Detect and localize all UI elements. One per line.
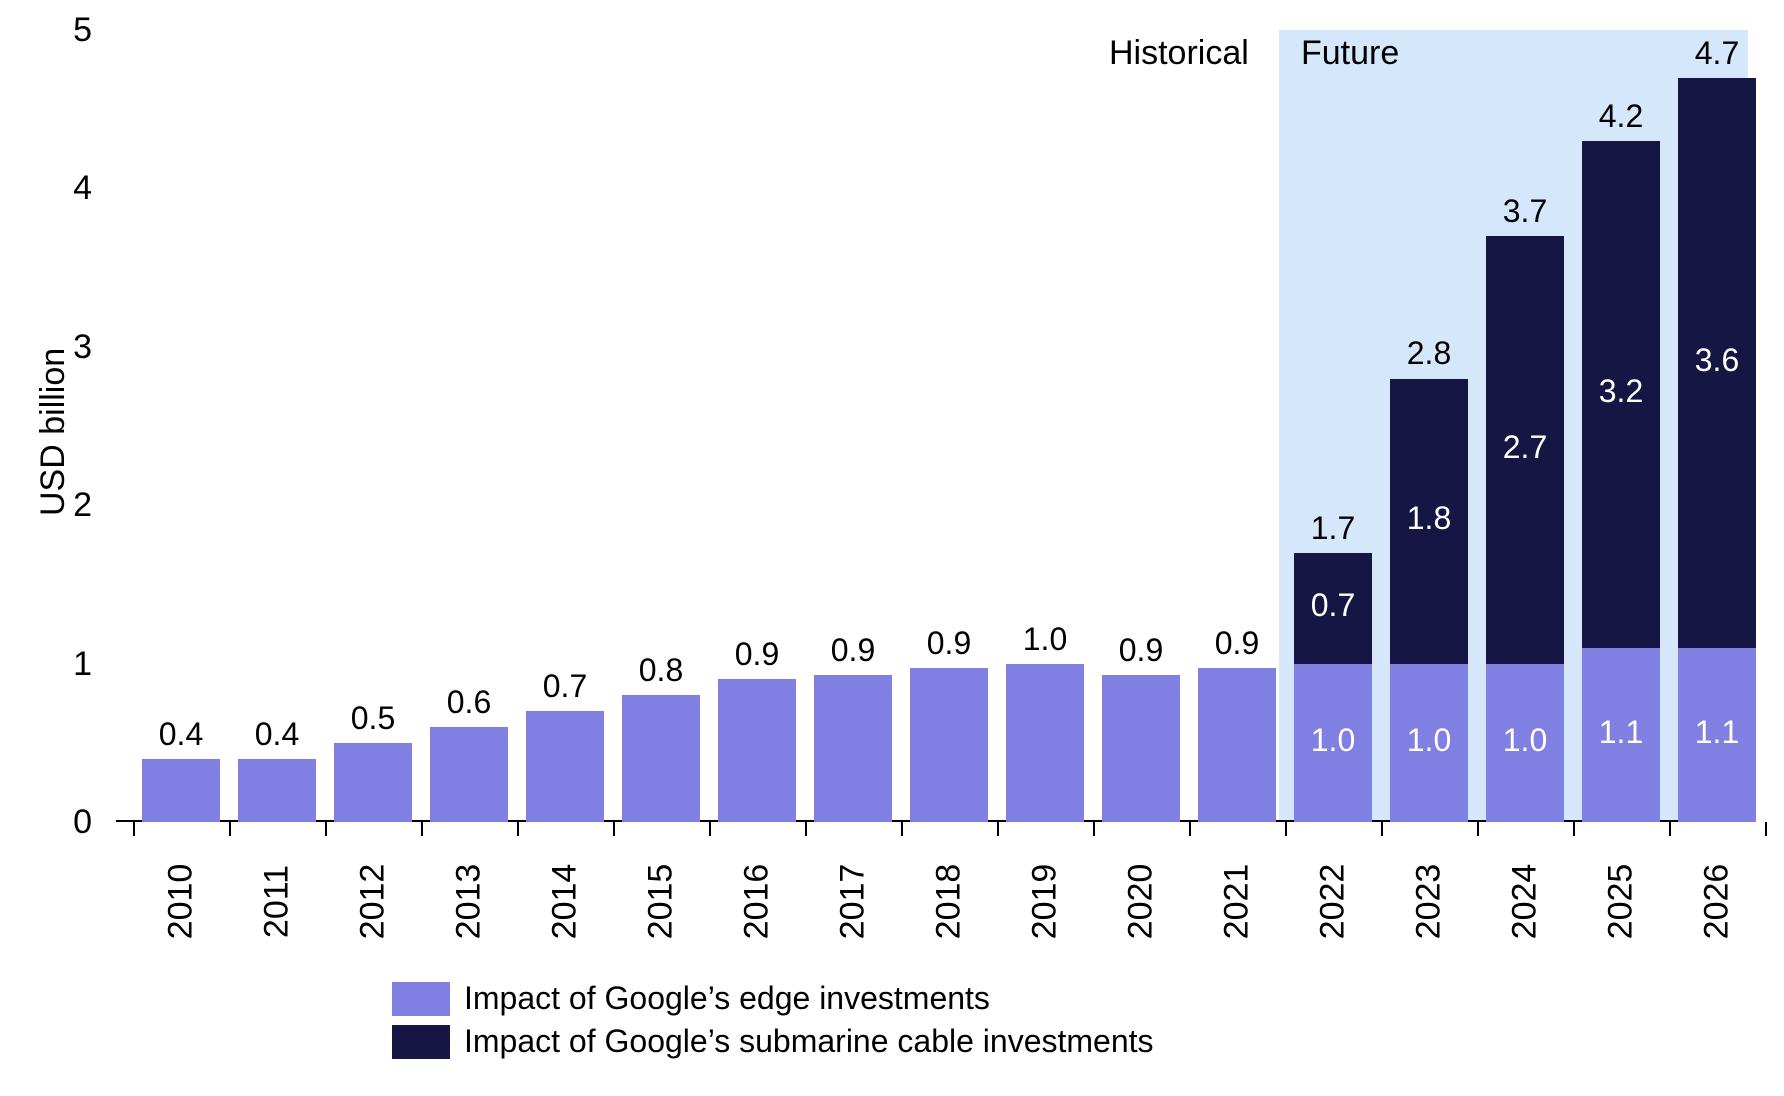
x-tick <box>1669 822 1671 836</box>
bar-segment-edge <box>1006 664 1084 822</box>
bar-total-label: 0.5 <box>334 700 412 737</box>
legend-item: Impact of Google’s edge investments <box>392 980 1154 1017</box>
bar-segment-edge <box>142 759 220 822</box>
x-tick <box>805 822 807 836</box>
x-category-label: 2012 <box>354 852 393 952</box>
x-category-label: 2016 <box>738 852 777 952</box>
bar-segment-cable <box>1678 78 1756 648</box>
plot-area: 0.40.40.50.60.70.80.90.90.91.00.90.91.00… <box>116 30 1748 822</box>
x-category-label: 2011 <box>258 852 297 952</box>
x-tick <box>1093 822 1095 836</box>
legend: Impact of Google’s edge investments Impac… <box>392 980 1154 1060</box>
bar-total-label: 0.8 <box>622 652 700 689</box>
bar-total-label: 0.9 <box>718 636 796 673</box>
bar-total-label: 0.9 <box>910 625 988 662</box>
bar-total-label: 0.7 <box>526 668 604 705</box>
x-category-label: 2026 <box>1698 852 1737 952</box>
x-category-label: 2024 <box>1506 852 1545 952</box>
y-tick-label: 5 <box>32 11 92 50</box>
x-tick <box>709 822 711 836</box>
bar-segment-cable <box>1294 553 1372 664</box>
x-category-label: 2022 <box>1314 852 1353 952</box>
x-tick <box>517 822 519 836</box>
x-category-label: 2014 <box>546 852 585 952</box>
y-tick-label: 3 <box>32 328 92 367</box>
x-tick <box>1189 822 1191 836</box>
bar-segment-edge <box>1294 664 1372 822</box>
bar-segment-edge <box>1198 668 1276 822</box>
x-tick <box>1765 822 1767 836</box>
historical-label: Historical <box>1109 34 1249 73</box>
x-tick <box>901 822 903 836</box>
bar-total-label: 0.6 <box>430 684 508 721</box>
x-category-label: 2015 <box>642 852 681 952</box>
x-category-label: 2021 <box>1218 852 1257 952</box>
x-tick <box>133 822 135 836</box>
bar-total-label: 0.9 <box>814 632 892 669</box>
y-tick-label: 0 <box>32 803 92 842</box>
x-category-label: 2017 <box>834 852 873 952</box>
bar-total-label: 0.4 <box>238 716 316 753</box>
bar-segment-cable <box>1390 379 1468 664</box>
bar-segment-edge <box>1102 675 1180 822</box>
future-label: Future <box>1301 34 1399 73</box>
x-category-label: 2018 <box>930 852 969 952</box>
legend-swatch <box>392 1025 450 1059</box>
y-tick-label: 1 <box>32 645 92 684</box>
x-tick <box>1477 822 1479 836</box>
bar-segment-edge <box>1486 664 1564 822</box>
x-category-label: 2025 <box>1602 852 1641 952</box>
bar-segment-edge <box>1582 648 1660 822</box>
x-tick <box>421 822 423 836</box>
legend-label: Impact of Google’s edge investments <box>464 980 990 1017</box>
y-tick-label: 4 <box>32 169 92 208</box>
bar-segment-edge <box>622 695 700 822</box>
bar-total-label: 1.0 <box>1006 621 1084 658</box>
x-category-label: 2013 <box>450 852 489 952</box>
bar-segment-edge <box>910 668 988 822</box>
x-tick <box>997 822 999 836</box>
x-tick <box>1573 822 1575 836</box>
chart-root: 0.40.40.50.60.70.80.90.90.91.00.90.91.00… <box>0 0 1784 1096</box>
bar-segment-edge <box>238 759 316 822</box>
x-category-label: 2019 <box>1026 852 1065 952</box>
x-tick <box>1381 822 1383 836</box>
bar-total-label: 0.4 <box>142 716 220 753</box>
bar-segment-edge <box>334 743 412 822</box>
y-tick-label: 2 <box>32 486 92 525</box>
x-category-label: 2023 <box>1410 852 1449 952</box>
bar-segment-cable <box>1582 141 1660 648</box>
bar-segment-edge <box>526 711 604 822</box>
bar-segment-edge <box>1390 664 1468 822</box>
legend-swatch <box>392 982 450 1016</box>
bar-total-label: 0.9 <box>1198 625 1276 662</box>
x-tick <box>613 822 615 836</box>
bar-segment-edge <box>814 675 892 822</box>
legend-item: Impact of Google’s submarine cable inves… <box>392 1023 1154 1060</box>
x-category-label: 2010 <box>162 852 201 952</box>
x-tick <box>229 822 231 836</box>
x-tick <box>325 822 327 836</box>
bar-segment-edge <box>1678 648 1756 822</box>
bar-segment-cable <box>1486 236 1564 664</box>
legend-label: Impact of Google’s submarine cable inves… <box>464 1023 1154 1060</box>
x-tick <box>1285 822 1287 836</box>
bar-segment-edge <box>430 727 508 822</box>
bar-segment-edge <box>718 679 796 822</box>
bar-total-label: 0.9 <box>1102 632 1180 669</box>
x-category-label: 2020 <box>1122 852 1161 952</box>
